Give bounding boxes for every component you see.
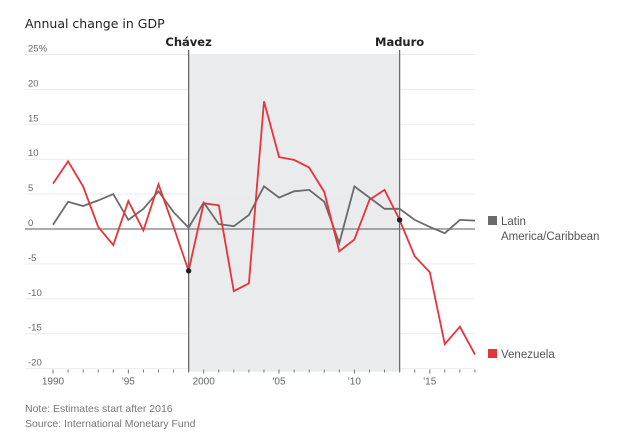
source-note: Source: International Monetary Fund [25, 418, 196, 430]
y-tick-label: -20 [28, 358, 42, 369]
y-tick-label: 15 [28, 113, 39, 124]
x-tick-label: '15 [423, 377, 436, 388]
marker-maduro [396, 217, 403, 223]
x-tick-label: '95 [122, 377, 135, 388]
era-label-chvez: Chávez [165, 35, 212, 49]
legend-swatch-venezuela [488, 349, 497, 358]
y-tick-label: 25% [28, 44, 48, 55]
y-tick-label: 20 [28, 78, 39, 89]
x-tick-label: 1990 [42, 377, 65, 388]
footnote: Note: Estimates start after 2016 [25, 403, 173, 415]
x-tick-label: 2000 [193, 377, 216, 388]
y-tick-label: -5 [28, 253, 36, 264]
x-tick-label: '10 [348, 377, 361, 388]
y-tick-label: 5 [28, 183, 33, 194]
chart-title: Annual change in GDP [25, 16, 165, 31]
y-tick-label: 0 [28, 218, 33, 229]
series-line-latin-america-caribbean [52, 184, 476, 246]
era-label-maduro: Maduro [375, 35, 424, 49]
legend-label-latin-america-line2: America/Caribbean [501, 231, 599, 243]
marker-chvez [185, 268, 192, 274]
x-tick-label: '05 [273, 377, 286, 388]
y-tick-label: -10 [28, 288, 42, 299]
series-line-venezuela [52, 101, 476, 356]
legend-label-venezuela: Venezuela [501, 349, 555, 361]
y-tick-label: -15 [28, 323, 42, 334]
legend: Latin America/Caribbean Venezuela [488, 216, 599, 361]
legend-label-latin-america-line1: Latin [501, 216, 526, 228]
legend-swatch-latin-america [488, 216, 497, 225]
y-tick-label: 10 [28, 148, 39, 159]
